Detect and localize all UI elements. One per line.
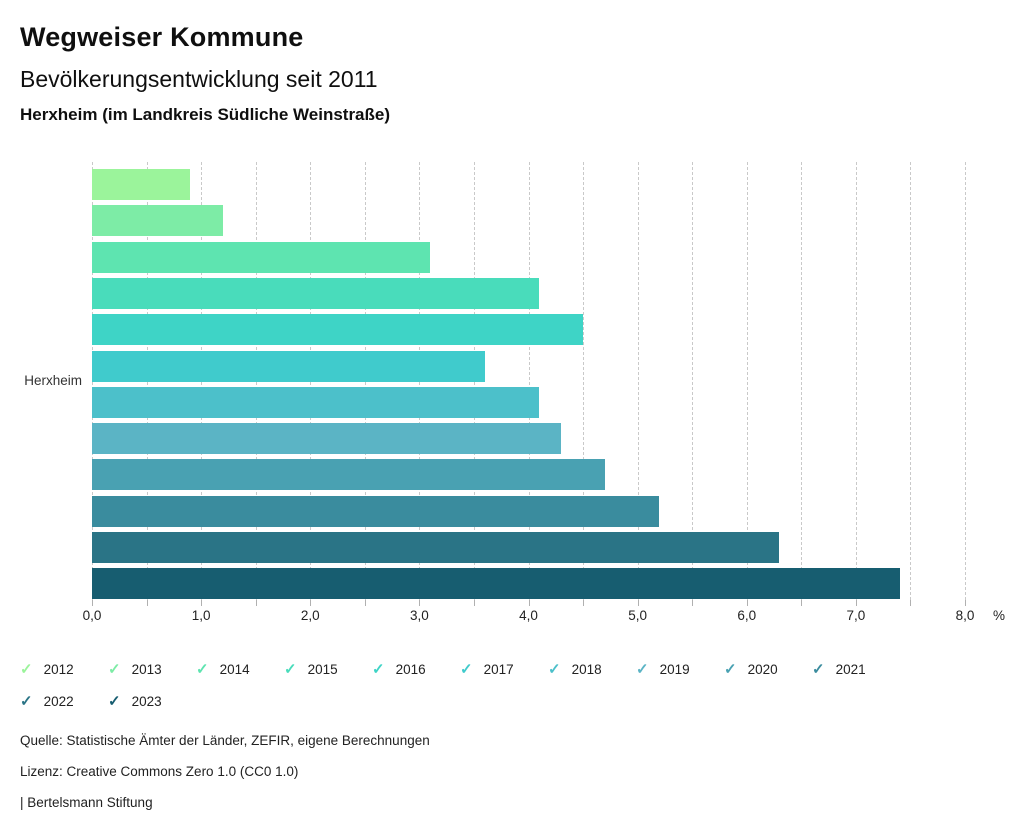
gridline bbox=[965, 162, 966, 600]
legend-item-2018[interactable]: ✓ 2018 bbox=[548, 655, 636, 683]
legend-item-label: 2022 bbox=[43, 693, 74, 709]
bar-2023[interactable] bbox=[92, 568, 900, 600]
axis-tick-label: 2,0 bbox=[300, 608, 320, 623]
x-axis: 0,0 1,0 2,0 3,0 4,0 5,0 6,0 7,0 8,0% bbox=[83, 600, 1022, 630]
bar-2021[interactable] bbox=[92, 495, 660, 527]
legend-item-2022[interactable]: ✓ 2022 bbox=[20, 687, 108, 715]
legend-item-label: 2019 bbox=[659, 661, 690, 677]
axis-tick bbox=[146, 600, 148, 606]
axis-tick-label: 8,0 bbox=[955, 608, 975, 623]
check-icon: ✓ bbox=[196, 660, 209, 678]
legend-item-label: 2023 bbox=[131, 693, 162, 709]
axis-tick bbox=[255, 600, 257, 606]
legend-item-label: 2018 bbox=[571, 661, 602, 677]
legend-item-2014[interactable]: ✓ 2014 bbox=[196, 655, 284, 683]
license-note: Lizenz: Creative Commons Zero 1.0 (CC0 1… bbox=[20, 764, 299, 779]
legend-item-2016[interactable]: ✓ 2016 bbox=[372, 655, 460, 683]
legend-item-label: 2020 bbox=[747, 661, 778, 677]
axis-tick bbox=[746, 600, 748, 606]
category-axis-label: Herxheim bbox=[24, 373, 82, 388]
gridline bbox=[855, 162, 857, 600]
check-icon: ✓ bbox=[20, 692, 33, 710]
check-icon: ✓ bbox=[284, 660, 297, 678]
axis-tick-label: 7,0 bbox=[846, 608, 866, 623]
axis-tick bbox=[855, 600, 857, 606]
legend-item-label: 2016 bbox=[395, 661, 426, 677]
axis-tick bbox=[419, 600, 421, 606]
gridline bbox=[910, 162, 912, 600]
bar-2020[interactable] bbox=[92, 459, 605, 491]
axis-tick bbox=[692, 600, 694, 606]
check-icon: ✓ bbox=[372, 660, 385, 678]
legend-item-label: 2012 bbox=[43, 661, 74, 677]
check-icon: ✓ bbox=[460, 660, 473, 678]
gridline bbox=[746, 162, 748, 600]
axis-unit-label: % bbox=[993, 608, 1006, 623]
legend-item-2013[interactable]: ✓ 2013 bbox=[108, 655, 196, 683]
region-title: Herxheim (im Landkreis Südliche Weinstra… bbox=[20, 105, 391, 124]
check-icon: ✓ bbox=[108, 660, 121, 678]
axis-tick bbox=[364, 600, 366, 606]
axis-tick-label: 4,0 bbox=[519, 608, 538, 623]
axis-tick bbox=[201, 600, 203, 606]
gridline bbox=[692, 162, 694, 600]
axis-tick bbox=[910, 600, 912, 606]
legend-item-label: 2021 bbox=[835, 661, 866, 677]
legend-item-2021[interactable]: ✓ 2021 bbox=[812, 655, 900, 683]
legend-item-label: 2017 bbox=[483, 661, 514, 677]
check-icon: ✓ bbox=[20, 660, 33, 678]
legend-item-label: 2015 bbox=[307, 661, 338, 677]
axis-tick bbox=[801, 600, 803, 606]
legend-item-2017[interactable]: ✓ 2017 bbox=[460, 655, 548, 683]
axis-tick bbox=[310, 600, 312, 606]
page-title: Wegweiser Kommune bbox=[20, 22, 304, 52]
bar-2015[interactable] bbox=[92, 277, 540, 309]
bar-2013[interactable] bbox=[92, 205, 223, 237]
axis-tick bbox=[473, 600, 475, 606]
legend-item-label: 2013 bbox=[131, 661, 162, 677]
axis-tick-label: 3,0 bbox=[409, 608, 429, 623]
axis-tick bbox=[965, 600, 966, 606]
bar-2016[interactable] bbox=[92, 314, 584, 346]
bar-2018[interactable] bbox=[92, 386, 540, 418]
legend-item-2023[interactable]: ✓ 2023 bbox=[108, 687, 196, 715]
legend: ✓ 2012 ✓ 2013 ✓ 2014 ✓ 2015 ✓ 2016 ✓ 2017 ✓ 2018 ✓ 2019… bbox=[20, 655, 920, 715]
legend-item-2019[interactable]: ✓ 2019 bbox=[636, 655, 724, 683]
bar-2012[interactable] bbox=[92, 169, 191, 200]
legend-item-2015[interactable]: ✓ 2015 bbox=[284, 655, 372, 683]
source-note: Quelle: Statistische Ämter der Länder, Z… bbox=[20, 733, 430, 748]
check-icon: ✓ bbox=[724, 660, 737, 678]
axis-tick bbox=[528, 600, 530, 606]
axis-tick-label: 5,0 bbox=[628, 608, 648, 623]
gridline bbox=[637, 162, 639, 600]
legend-item-2012[interactable]: ✓ 2012 bbox=[20, 655, 108, 683]
bar-2014[interactable] bbox=[92, 241, 431, 273]
publisher-note: | Bertelsmann Stiftung bbox=[20, 795, 153, 810]
check-icon: ✓ bbox=[636, 660, 649, 678]
check-icon: ✓ bbox=[108, 692, 121, 710]
bar-2019[interactable] bbox=[92, 423, 562, 455]
check-icon: ✓ bbox=[548, 660, 561, 678]
chart-subtitle: Bevölkerungsentwicklung seit 2011 bbox=[20, 66, 378, 92]
axis-tick bbox=[637, 600, 639, 606]
legend-item-2020[interactable]: ✓ 2020 bbox=[724, 655, 812, 683]
gridline bbox=[528, 162, 530, 600]
gridline bbox=[801, 162, 803, 600]
axis-tick-label: 6,0 bbox=[737, 608, 757, 623]
axis-tick-label: 1,0 bbox=[191, 608, 211, 623]
axis-tick bbox=[92, 600, 93, 606]
axis-tick bbox=[583, 600, 585, 606]
axis-tick-label: 0,0 bbox=[82, 608, 102, 623]
legend-item-label: 2014 bbox=[219, 661, 250, 677]
plot-area bbox=[92, 162, 966, 600]
bar-2022[interactable] bbox=[92, 532, 780, 563]
gridline bbox=[583, 162, 585, 600]
check-icon: ✓ bbox=[812, 660, 825, 678]
bar-2017[interactable] bbox=[92, 350, 485, 382]
